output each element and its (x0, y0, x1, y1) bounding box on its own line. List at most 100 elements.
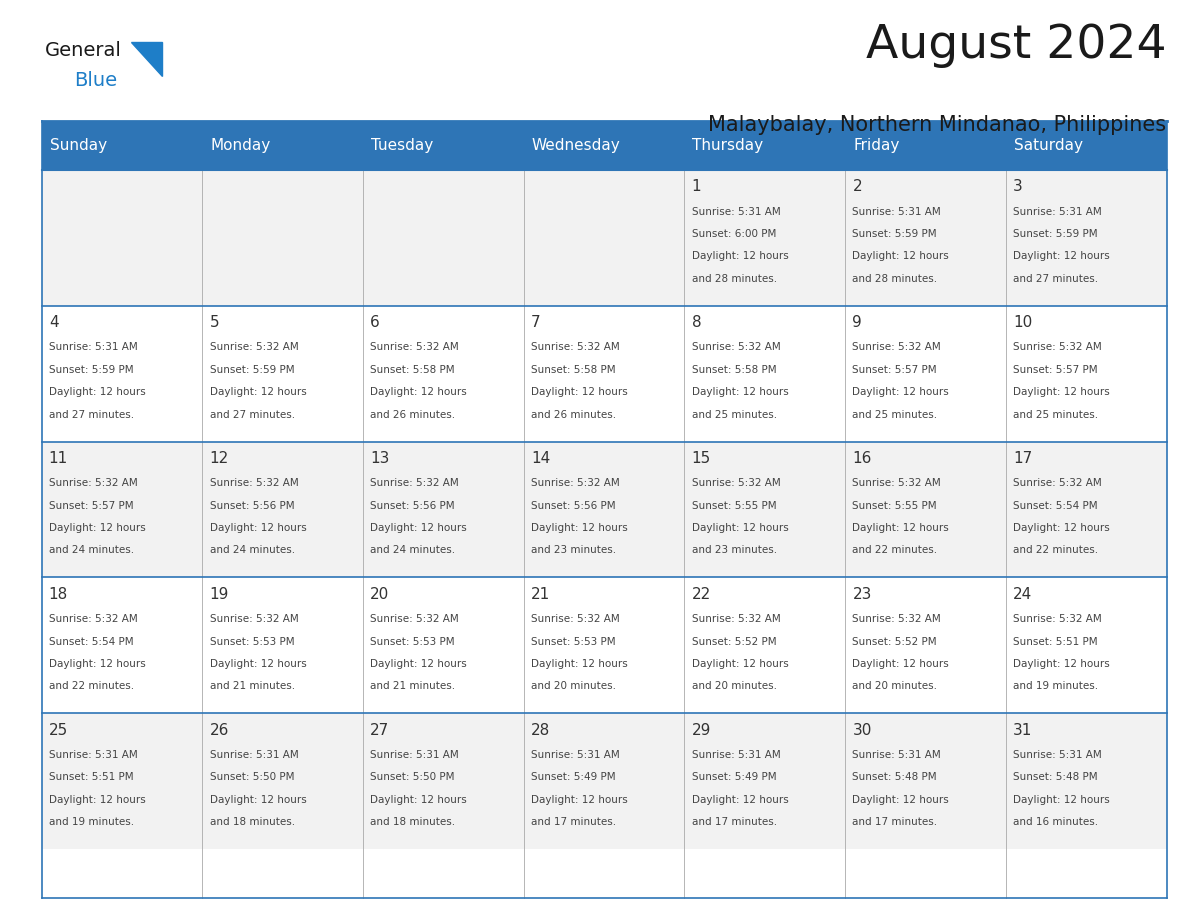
Text: Sunrise: 5:32 AM: Sunrise: 5:32 AM (691, 614, 781, 624)
Text: Sunset: 5:53 PM: Sunset: 5:53 PM (531, 636, 615, 646)
Text: 1: 1 (691, 179, 701, 195)
Text: Daylight: 12 hours: Daylight: 12 hours (371, 659, 467, 669)
Text: Sunrise: 5:32 AM: Sunrise: 5:32 AM (1013, 614, 1102, 624)
Text: Sunset: 5:59 PM: Sunset: 5:59 PM (853, 229, 937, 239)
Text: Daylight: 12 hours: Daylight: 12 hours (1013, 659, 1110, 669)
Text: Sunrise: 5:32 AM: Sunrise: 5:32 AM (691, 478, 781, 488)
Text: Daylight: 12 hours: Daylight: 12 hours (209, 795, 307, 805)
Text: Sunset: 5:57 PM: Sunset: 5:57 PM (853, 364, 937, 375)
Text: Malaybalay, Northern Mindanao, Philippines: Malaybalay, Northern Mindanao, Philippin… (708, 115, 1167, 135)
Text: 16: 16 (853, 451, 872, 466)
Text: Sunrise: 5:32 AM: Sunrise: 5:32 AM (1013, 342, 1102, 353)
Text: Sunrise: 5:32 AM: Sunrise: 5:32 AM (209, 478, 298, 488)
Bar (364, 121, 524, 170)
Text: Daylight: 12 hours: Daylight: 12 hours (853, 252, 949, 262)
Text: Sunset: 5:59 PM: Sunset: 5:59 PM (209, 364, 295, 375)
Text: 2: 2 (853, 179, 862, 195)
Bar (684, 442, 845, 577)
Text: and 25 minutes.: and 25 minutes. (691, 409, 777, 420)
Text: and 21 minutes.: and 21 minutes. (371, 681, 455, 691)
Text: Sunrise: 5:31 AM: Sunrise: 5:31 AM (853, 207, 941, 217)
Text: Sunset: 5:56 PM: Sunset: 5:56 PM (371, 500, 455, 510)
Text: 22: 22 (691, 587, 710, 602)
Bar (1006, 306, 1167, 442)
Text: Monday: Monday (210, 138, 271, 153)
Text: and 23 minutes.: and 23 minutes. (531, 545, 617, 555)
Text: Sunset: 5:51 PM: Sunset: 5:51 PM (1013, 636, 1098, 646)
Bar (845, 121, 1006, 170)
Bar (845, 442, 1006, 577)
Bar (202, 713, 364, 849)
Text: Daylight: 12 hours: Daylight: 12 hours (371, 795, 467, 805)
Bar (42, 442, 202, 577)
Text: Daylight: 12 hours: Daylight: 12 hours (691, 523, 789, 533)
Text: 13: 13 (371, 451, 390, 466)
Text: Daylight: 12 hours: Daylight: 12 hours (1013, 795, 1110, 805)
Text: Tuesday: Tuesday (371, 138, 434, 153)
Bar (1006, 713, 1167, 849)
Text: Sunrise: 5:32 AM: Sunrise: 5:32 AM (371, 614, 459, 624)
Text: and 26 minutes.: and 26 minutes. (531, 409, 617, 420)
Text: and 23 minutes.: and 23 minutes. (691, 545, 777, 555)
Text: 25: 25 (49, 722, 68, 738)
Bar (684, 121, 845, 170)
Text: and 24 minutes.: and 24 minutes. (49, 545, 134, 555)
Bar (684, 713, 845, 849)
Text: and 24 minutes.: and 24 minutes. (209, 545, 295, 555)
Bar (1006, 577, 1167, 713)
Text: 28: 28 (531, 722, 550, 738)
Bar (42, 713, 202, 849)
Bar (845, 713, 1006, 849)
Bar (524, 442, 684, 577)
Text: Sunrise: 5:31 AM: Sunrise: 5:31 AM (853, 750, 941, 760)
Text: Sunset: 5:54 PM: Sunset: 5:54 PM (1013, 500, 1098, 510)
Text: Daylight: 12 hours: Daylight: 12 hours (691, 795, 789, 805)
Text: 10: 10 (1013, 315, 1032, 330)
Bar (684, 577, 845, 713)
Text: Daylight: 12 hours: Daylight: 12 hours (49, 387, 146, 397)
Text: and 17 minutes.: and 17 minutes. (853, 817, 937, 827)
Text: and 26 minutes.: and 26 minutes. (371, 409, 455, 420)
Text: Sunset: 5:49 PM: Sunset: 5:49 PM (531, 772, 615, 782)
Text: Daylight: 12 hours: Daylight: 12 hours (209, 523, 307, 533)
Bar (202, 442, 364, 577)
Text: 23: 23 (853, 587, 872, 602)
Bar (364, 713, 524, 849)
Text: Daylight: 12 hours: Daylight: 12 hours (1013, 523, 1110, 533)
Text: Sunrise: 5:32 AM: Sunrise: 5:32 AM (371, 342, 459, 353)
Text: and 20 minutes.: and 20 minutes. (691, 681, 777, 691)
Text: Daylight: 12 hours: Daylight: 12 hours (691, 252, 789, 262)
Text: Sunset: 5:58 PM: Sunset: 5:58 PM (531, 364, 615, 375)
Bar (364, 306, 524, 442)
Text: Sunrise: 5:32 AM: Sunrise: 5:32 AM (531, 342, 620, 353)
Text: Sunset: 5:53 PM: Sunset: 5:53 PM (209, 636, 295, 646)
Bar (202, 306, 364, 442)
Text: Daylight: 12 hours: Daylight: 12 hours (371, 387, 467, 397)
Bar (684, 306, 845, 442)
Bar (1006, 170, 1167, 306)
Text: and 18 minutes.: and 18 minutes. (209, 817, 295, 827)
Text: 30: 30 (853, 722, 872, 738)
Text: and 22 minutes.: and 22 minutes. (853, 545, 937, 555)
Text: Sunrise: 5:32 AM: Sunrise: 5:32 AM (853, 614, 941, 624)
Text: Sunset: 5:58 PM: Sunset: 5:58 PM (691, 364, 776, 375)
Text: Daylight: 12 hours: Daylight: 12 hours (853, 795, 949, 805)
Bar (845, 306, 1006, 442)
Bar (845, 577, 1006, 713)
Text: 29: 29 (691, 722, 712, 738)
Text: 9: 9 (853, 315, 862, 330)
Text: Sunrise: 5:32 AM: Sunrise: 5:32 AM (49, 614, 138, 624)
Bar (524, 577, 684, 713)
Text: Daylight: 12 hours: Daylight: 12 hours (853, 387, 949, 397)
Bar (42, 306, 202, 442)
Bar (202, 170, 364, 306)
Text: Daylight: 12 hours: Daylight: 12 hours (49, 659, 146, 669)
Text: and 27 minutes.: and 27 minutes. (209, 409, 295, 420)
Text: 31: 31 (1013, 722, 1032, 738)
Text: Sunrise: 5:32 AM: Sunrise: 5:32 AM (1013, 478, 1102, 488)
Text: Sunrise: 5:32 AM: Sunrise: 5:32 AM (531, 614, 620, 624)
Text: Sunrise: 5:32 AM: Sunrise: 5:32 AM (49, 478, 138, 488)
Bar (42, 121, 202, 170)
Bar (1006, 442, 1167, 577)
Text: and 27 minutes.: and 27 minutes. (49, 409, 134, 420)
